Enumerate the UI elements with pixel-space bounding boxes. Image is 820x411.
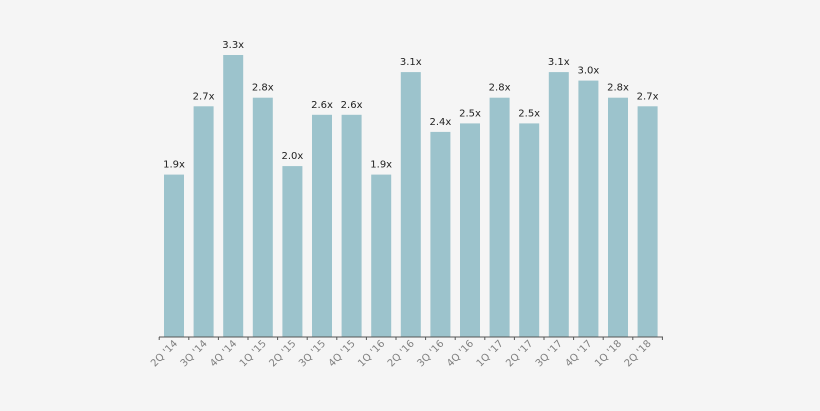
data-label: 2.7x — [637, 91, 659, 102]
data-label: 2.4x — [429, 117, 451, 128]
data-label: 2.8x — [607, 83, 629, 94]
data-label: 3.3x — [222, 40, 244, 51]
x-tick-label: 1Q '15 — [238, 338, 269, 369]
data-label: 3.1x — [548, 57, 570, 68]
x-tick-label: 3Q '15 — [297, 338, 328, 369]
bar — [164, 174, 184, 337]
bar — [312, 114, 332, 337]
bar — [341, 114, 362, 337]
bar — [282, 166, 303, 337]
x-tick-label: 4Q '16 — [445, 338, 476, 369]
data-label: 3.1x — [400, 57, 422, 68]
data-label: 1.9x — [370, 160, 392, 171]
x-tick-label: 1Q '16 — [356, 338, 387, 369]
bar — [371, 174, 392, 337]
data-label: 3.0x — [577, 66, 599, 77]
x-tick-label: 2Q '17 — [504, 338, 535, 369]
x-tick-label: 2Q '18 — [623, 338, 654, 369]
bar — [193, 106, 214, 337]
bar — [430, 131, 451, 337]
data-label: 2.5x — [518, 108, 540, 119]
bar — [223, 55, 244, 337]
bar — [548, 72, 569, 337]
x-tick-label: 2Q '16 — [386, 338, 417, 369]
bar — [400, 72, 421, 337]
bar — [519, 123, 540, 338]
data-label: 2.8x — [252, 83, 274, 94]
bar — [578, 80, 599, 337]
x-tick-label: 4Q '15 — [327, 338, 358, 369]
data-label: 2.7x — [193, 91, 215, 102]
data-label: 2.6x — [341, 100, 363, 111]
data-label: 2.6x — [311, 100, 333, 111]
x-tick-label: 4Q '14 — [208, 338, 239, 369]
x-tick-label: 2Q '15 — [267, 338, 298, 369]
data-label: 2.5x — [459, 108, 481, 119]
bar — [608, 97, 628, 337]
bar — [460, 123, 480, 338]
x-tick-label: 4Q '17 — [563, 338, 594, 369]
bar — [637, 106, 658, 337]
bar — [489, 97, 510, 337]
data-label: 2.0x — [281, 151, 303, 162]
data-label: 2.8x — [489, 83, 511, 94]
x-tick-label: 1Q '18 — [593, 338, 624, 369]
x-tick-label: 3Q '17 — [534, 338, 565, 369]
x-tick-label: 3Q '16 — [415, 338, 446, 369]
x-tick-label: 1Q '17 — [475, 338, 506, 369]
x-tick-label: 3Q '14 — [179, 338, 210, 369]
data-label: 1.9x — [163, 160, 185, 171]
bar — [252, 97, 273, 337]
x-tick-label: 2Q '14 — [149, 338, 180, 369]
